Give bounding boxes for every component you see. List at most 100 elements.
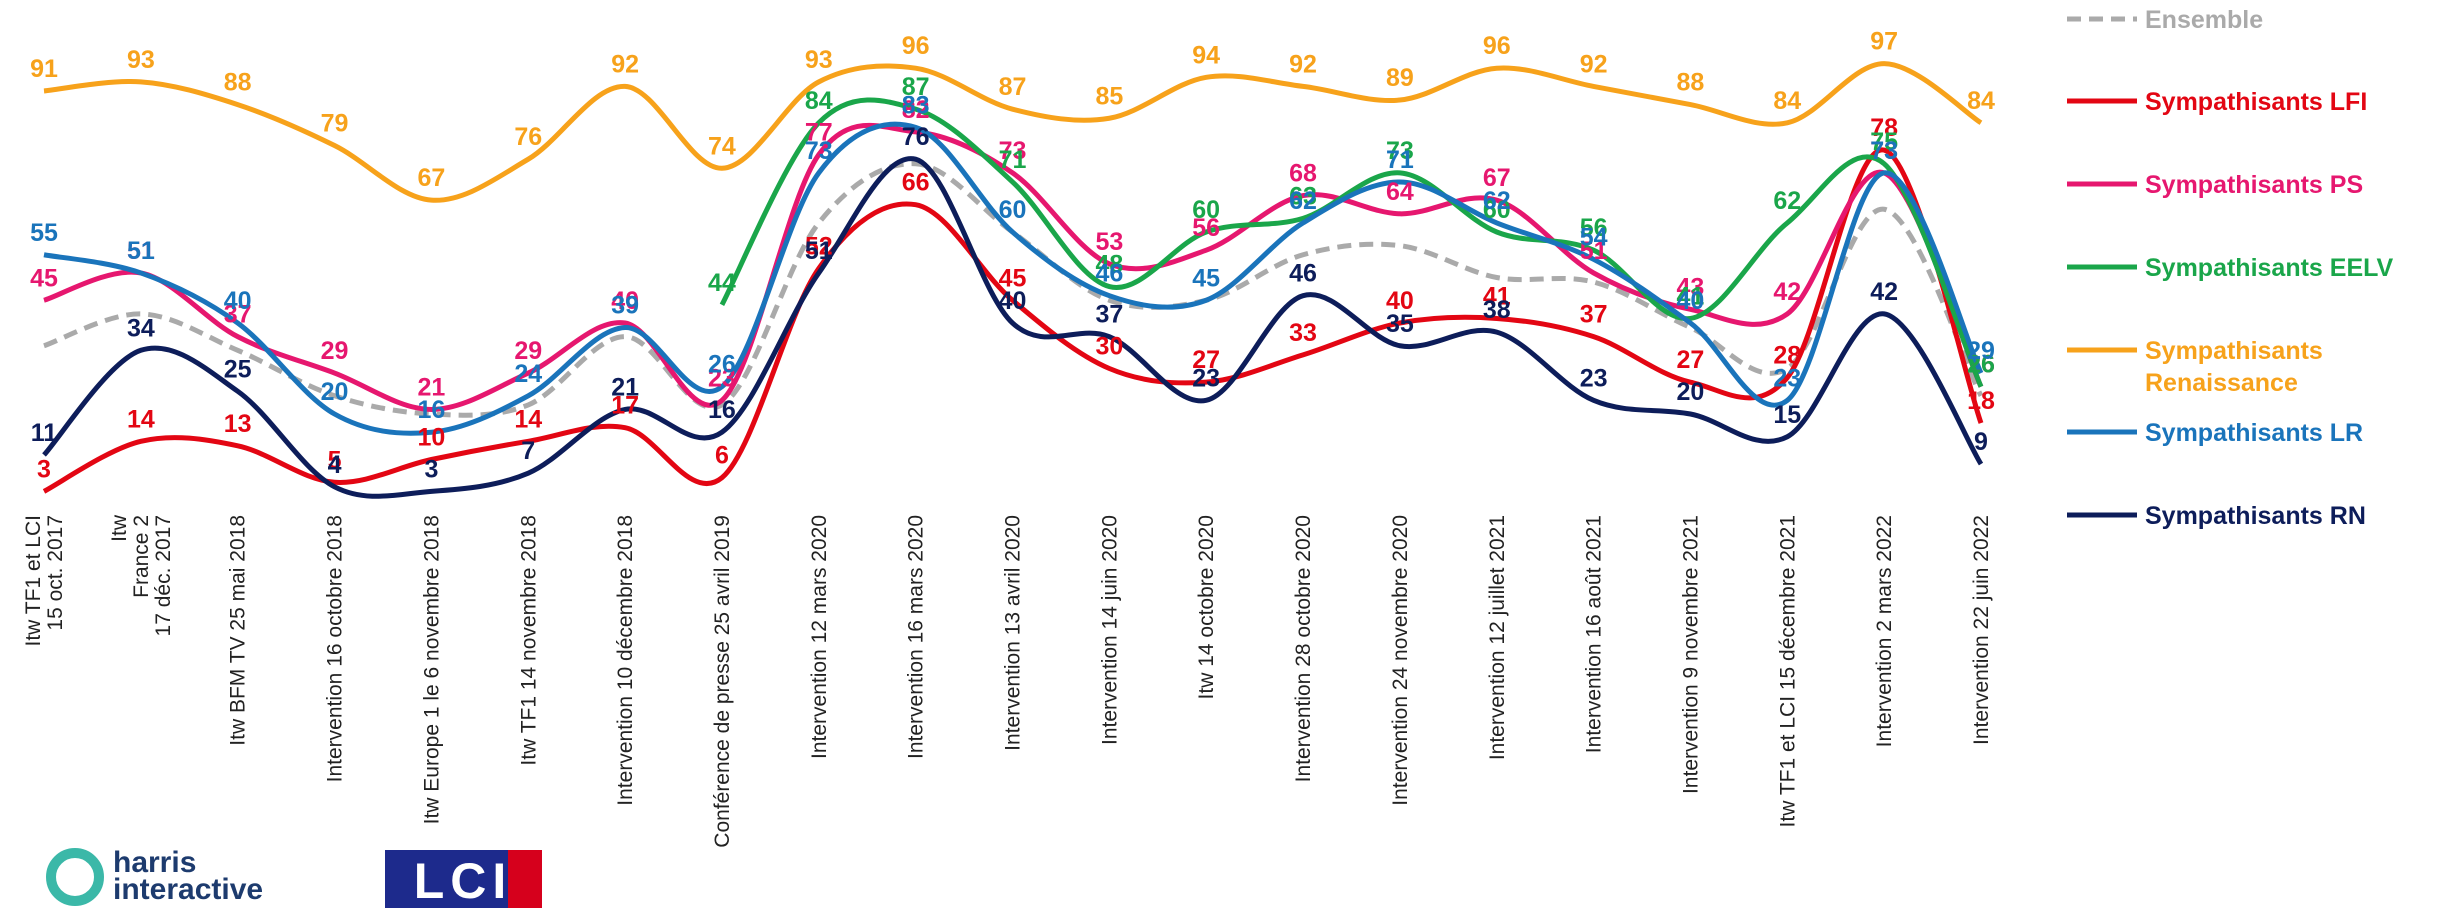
data-label: 79: [321, 110, 349, 138]
x-tick-label: Intervention 22 juin 2022: [1970, 515, 1993, 745]
series-line: [719, 97, 1984, 388]
data-label: 67: [1483, 164, 1511, 192]
series-line: [43, 61, 1983, 203]
x-tick-label: Intervention 12 mars 2020: [808, 515, 831, 759]
data-label: 60: [1192, 196, 1220, 224]
data-label: 3: [37, 455, 51, 483]
data-label: 26: [1967, 351, 1995, 379]
data-label: 96: [1483, 32, 1511, 60]
data-label: 83: [902, 91, 930, 119]
harris-text: harris interactive: [113, 846, 263, 906]
data-label: 42: [1870, 278, 1898, 306]
data-label: 84: [805, 87, 833, 115]
data-label: 66: [902, 169, 930, 197]
data-label: 39: [611, 292, 639, 320]
data-label: 71: [999, 146, 1027, 174]
data-label: 73: [1870, 137, 1898, 165]
data-label: 45: [1192, 264, 1220, 292]
x-tick-label: Intervention 10 décembre 2018: [614, 515, 637, 806]
data-label: 14: [514, 405, 542, 433]
legend-label: Sympathisants LFI: [2145, 88, 2367, 116]
x-tick-label: Intervention 24 novembre 2020: [1389, 515, 1412, 806]
data-label: 73: [1386, 137, 1414, 165]
data-label: 97: [1870, 28, 1898, 56]
x-tick-label: Intervention 12 juillet 2021: [1486, 515, 1509, 760]
legend-label: Sympathisants EELV: [2145, 254, 2394, 282]
data-label: 62: [1483, 187, 1511, 215]
data-label: 9: [1974, 428, 1988, 456]
data-label: 55: [30, 219, 58, 247]
data-label: 26: [1967, 351, 1995, 379]
legend-label: Sympathisants LR: [2145, 419, 2363, 447]
data-label: 15: [1773, 401, 1801, 429]
data-label: 54: [1580, 223, 1608, 251]
data-label: 56: [1192, 214, 1220, 242]
legend-label: Sympathisants Renaissance: [2145, 337, 2323, 397]
data-label: 40: [611, 287, 639, 315]
data-label: 21: [611, 373, 639, 401]
x-tick-label: ItwFrance 217 déc. 2017: [108, 514, 175, 636]
data-label: 52: [805, 232, 833, 260]
data-label: 7: [521, 437, 535, 465]
data-label: 45: [999, 264, 1027, 292]
x-tick-label: Itw TF1 14 novembre 2018: [517, 515, 540, 766]
data-label: 84: [1773, 87, 1801, 115]
harris-icon: [46, 848, 104, 906]
data-label: 11: [31, 419, 58, 447]
data-label: 73: [1870, 137, 1898, 165]
data-label: 94: [1192, 41, 1220, 69]
data-label: 62: [1289, 187, 1317, 215]
data-label: 73: [999, 137, 1027, 165]
data-label: 29: [514, 337, 542, 365]
data-label: 92: [611, 50, 639, 78]
x-tick-label: Itw TF1 et LCI15 oct. 2017: [22, 515, 67, 647]
data-label: 20: [321, 378, 349, 406]
data-label: 20: [1677, 378, 1705, 406]
data-label: 93: [805, 46, 833, 74]
data-label: 76: [902, 123, 930, 151]
data-label: 85: [1095, 82, 1123, 110]
data-label: 51: [127, 237, 155, 265]
data-label: 29: [1967, 337, 1995, 365]
legend-label: Ensemble: [2145, 6, 2263, 34]
data-label: 38: [1483, 296, 1511, 324]
data-label: 53: [1095, 228, 1123, 256]
data-label: 41: [1677, 282, 1705, 310]
data-label: 33: [1289, 319, 1317, 347]
series-line: [42, 147, 1984, 494]
data-label: 3: [424, 455, 438, 483]
data-label: 25: [224, 355, 252, 383]
data-label: 16: [417, 396, 445, 424]
data-label: 78: [1870, 114, 1898, 142]
data-label: 67: [417, 164, 445, 192]
data-label: 82: [902, 96, 930, 124]
data-label: 23: [1192, 364, 1220, 392]
data-label: 73: [805, 137, 833, 165]
data-label: 77: [805, 119, 833, 147]
data-label: 87: [902, 73, 930, 101]
x-tick-label: Intervention 28 octobre 2020: [1292, 515, 1315, 782]
data-label: 89: [1386, 64, 1414, 92]
data-label: 44: [708, 269, 736, 297]
data-label: 46: [1095, 260, 1123, 288]
data-label: 35: [1386, 310, 1414, 338]
data-label: 23: [1773, 364, 1801, 392]
data-label: 51: [805, 237, 833, 265]
data-label: 75: [1870, 128, 1898, 156]
x-tick-label: Intervention 14 juin 2020: [1098, 515, 1121, 745]
x-tick-label: Itw Europe 1 le 6 novembre 2018: [420, 515, 443, 824]
data-label: 96: [902, 32, 930, 60]
data-label: 56: [1580, 214, 1608, 242]
series-line: [42, 156, 1984, 499]
data-label: 21: [417, 373, 445, 401]
data-label: 13: [224, 410, 252, 438]
data-label: 43: [1677, 273, 1705, 301]
x-tick-label: Intervention 16 août 2021: [1583, 515, 1606, 753]
data-label: 68: [1289, 160, 1317, 188]
x-tick-label: Itw BFM TV 25 mai 2018: [227, 515, 250, 746]
data-label: 30: [1095, 333, 1123, 361]
x-tick-label: Intervention 13 avril 2020: [1002, 515, 1025, 751]
data-label: 23: [1580, 364, 1608, 392]
data-label: 27: [1677, 346, 1705, 374]
data-label: 40: [1677, 287, 1705, 315]
